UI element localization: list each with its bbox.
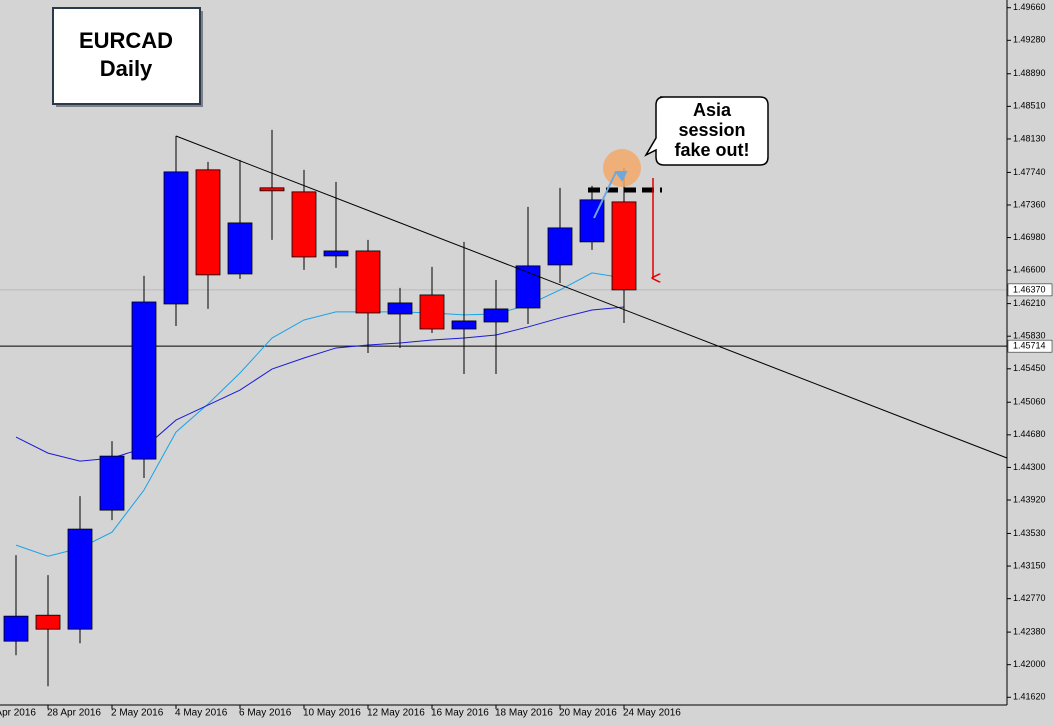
title-box bbox=[52, 7, 201, 105]
price-label-box bbox=[1007, 339, 1053, 353]
highlight-circle bbox=[603, 149, 641, 187]
y-tick-label: 1.46600 bbox=[1013, 265, 1046, 275]
annotation: Asia bbox=[693, 100, 732, 120]
annotation: session bbox=[678, 120, 745, 140]
y-tick-label: 1.46210 bbox=[1013, 298, 1046, 308]
y-tick-label: 1.43150 bbox=[1013, 560, 1046, 570]
y-tick-label: 1.42000 bbox=[1013, 659, 1046, 669]
y-tick-label: 1.45060 bbox=[1013, 397, 1046, 407]
x-tick-label: 10 May 2016 bbox=[303, 708, 361, 719]
price-label: 1.45714 bbox=[1013, 341, 1046, 351]
x-tick-label: 2 May 2016 bbox=[111, 708, 164, 719]
y-tick-label: 1.41620 bbox=[1013, 692, 1046, 702]
y-tick-label: 1.47740 bbox=[1013, 167, 1046, 177]
y-tick-label: 1.43920 bbox=[1013, 494, 1046, 504]
annotation: fake out! bbox=[674, 140, 749, 160]
x-tick-label: 18 May 2016 bbox=[495, 708, 553, 719]
candle-body bbox=[35, 614, 61, 630]
x-tick-label: Apr 2016 bbox=[0, 708, 36, 719]
candle-body bbox=[259, 187, 285, 192]
y-tick-label: 1.49660 bbox=[1013, 2, 1046, 12]
x-tick-label: 4 May 2016 bbox=[175, 708, 228, 719]
x-tick-label: 12 May 2016 bbox=[367, 708, 425, 719]
subtitle: Daily bbox=[100, 56, 153, 81]
y-tick-label: 1.48130 bbox=[1013, 133, 1046, 143]
candle-body bbox=[547, 227, 573, 266]
candle-body bbox=[67, 528, 93, 630]
price-label: 1.46370 bbox=[1013, 284, 1046, 294]
trend-line bbox=[175, 135, 1008, 459]
x-tick-label: 24 May 2016 bbox=[623, 708, 681, 719]
price-label-box bbox=[1007, 283, 1053, 297]
y-tick-label: 1.47360 bbox=[1013, 199, 1046, 209]
candle-body bbox=[195, 169, 221, 276]
candle-body bbox=[323, 250, 349, 257]
candle-body bbox=[387, 302, 413, 315]
y-tick-label: 1.45450 bbox=[1013, 363, 1046, 373]
candle-body bbox=[355, 250, 381, 314]
y-tick-label: 1.44300 bbox=[1013, 462, 1046, 472]
candle-body bbox=[291, 191, 317, 258]
y-tick-label: 1.49280 bbox=[1013, 35, 1046, 45]
y-tick-label: 1.44680 bbox=[1013, 429, 1046, 439]
candle-body bbox=[163, 171, 189, 305]
y-tick-label: 1.42380 bbox=[1013, 626, 1046, 636]
candle-body bbox=[131, 301, 157, 460]
candle-body bbox=[227, 222, 253, 275]
y-tick-label: 1.43530 bbox=[1013, 528, 1046, 538]
y-tick-label: 1.42770 bbox=[1013, 593, 1046, 603]
candle-body bbox=[419, 294, 445, 330]
candle-body bbox=[451, 320, 477, 330]
x-tick-label: 6 May 2016 bbox=[239, 708, 292, 719]
title: EURCAD bbox=[79, 28, 173, 53]
y-tick-label: 1.46980 bbox=[1013, 232, 1046, 242]
candle-body bbox=[611, 201, 637, 291]
candle-body bbox=[483, 308, 509, 323]
x-tick-label: 20 May 2016 bbox=[559, 708, 617, 719]
plot-area bbox=[0, 129, 1007, 687]
candle-body bbox=[99, 455, 125, 511]
y-tick-label: 1.48890 bbox=[1013, 68, 1046, 78]
candle-body bbox=[3, 615, 29, 642]
callout-bubble bbox=[644, 96, 769, 166]
up-arrow bbox=[593, 170, 628, 219]
x-tick-label: 16 May 2016 bbox=[431, 708, 489, 719]
x-tick-label: 28 Apr 2016 bbox=[47, 708, 101, 719]
y-tick-label: 1.45830 bbox=[1013, 331, 1046, 341]
y-tick-label: 1.48510 bbox=[1013, 101, 1046, 111]
